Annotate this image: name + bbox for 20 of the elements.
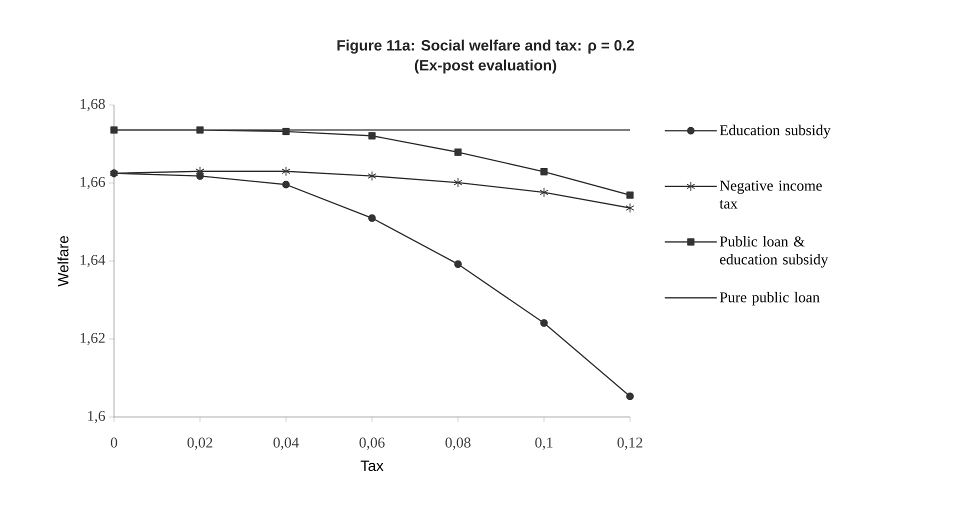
y-tick-label: 1,62 — [80, 332, 105, 346]
x-axis-title: Tax — [360, 460, 384, 472]
x-tick-label: 0,08 — [445, 438, 471, 450]
legend-label: Public loan & education subsidy — [720, 236, 828, 268]
x-tick-label: 0,1 — [535, 438, 552, 450]
y-tick-label: 1,66 — [80, 176, 106, 190]
x-tick-label: 0,04 — [273, 438, 299, 450]
chart-title: Figure 11a: Social welfare and tax: ρ = 0.2 — [337, 40, 634, 54]
legend-label: Pure public loan — [720, 292, 820, 306]
y-tick-label: 1,6 — [88, 410, 106, 424]
legend-label: Education subsidy — [720, 124, 831, 138]
y-tick-label: 1,64 — [80, 254, 106, 268]
y-tick-label: 1,68 — [80, 98, 105, 112]
x-tick-label: 0,12 — [617, 438, 642, 450]
y-axis-title: Welfare — [58, 236, 68, 287]
legend-label: Negative income tax — [720, 180, 822, 209]
x-tick-label: 0,06 — [359, 438, 385, 450]
x-tick-label: 0,02 — [187, 438, 212, 450]
chart-subtitle: (Ex-post evaluation) — [414, 60, 556, 74]
x-tick-label: 0 — [110, 438, 118, 448]
